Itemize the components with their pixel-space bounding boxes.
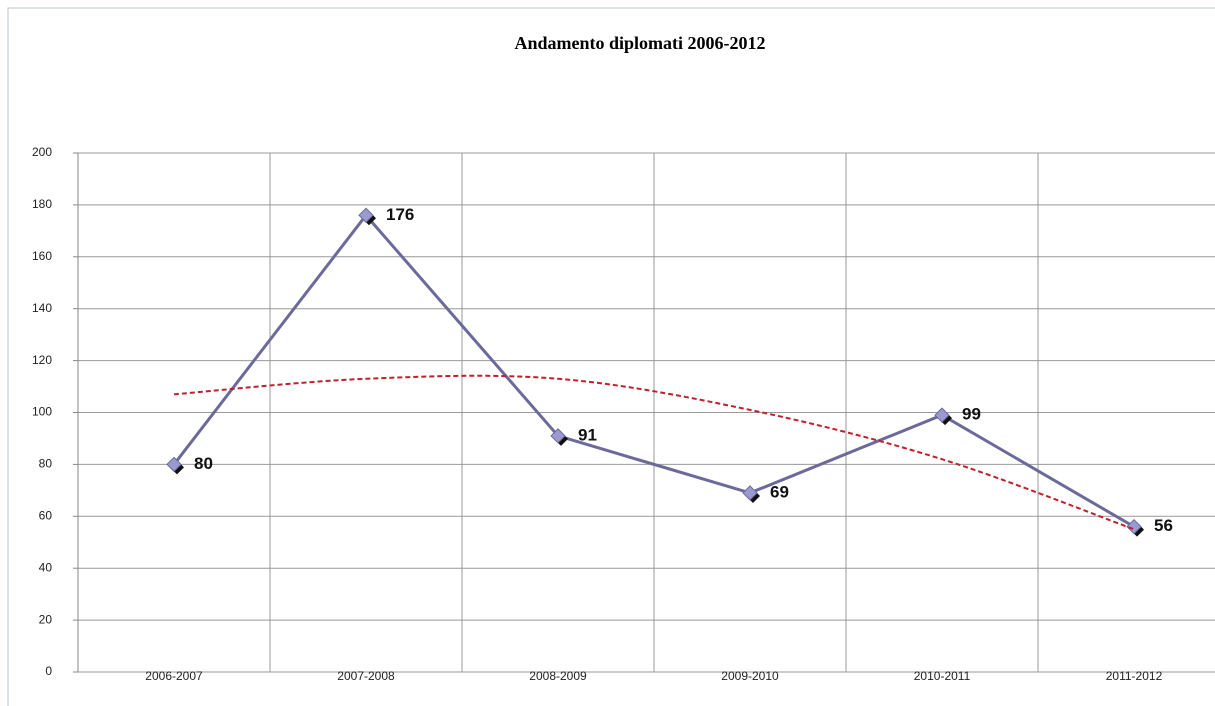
y-tick-label: 120 bbox=[32, 353, 52, 367]
x-tick-label: 2011-2012 bbox=[1106, 669, 1163, 683]
data-label: 69 bbox=[770, 482, 789, 501]
marker bbox=[742, 485, 758, 501]
data-label: 99 bbox=[962, 405, 981, 424]
x-tick-label: 2008-2009 bbox=[529, 669, 587, 683]
chart-title: Andamento diplomati 2006-2012 bbox=[514, 33, 765, 53]
series-line bbox=[172, 212, 1135, 528]
x-tick-label: 2009-2010 bbox=[721, 669, 779, 683]
y-tick-label: 180 bbox=[32, 197, 52, 211]
marker bbox=[358, 207, 374, 223]
y-tick-label: 100 bbox=[32, 405, 52, 419]
y-tick-label: 60 bbox=[39, 508, 53, 522]
x-tick-label: 2006-2007 bbox=[145, 669, 203, 683]
y-tick-label: 160 bbox=[32, 249, 52, 263]
marker bbox=[934, 407, 950, 423]
x-tick-label: 2010-2011 bbox=[914, 669, 971, 683]
data-label: 176 bbox=[386, 205, 414, 224]
y-tick-label: 140 bbox=[32, 301, 52, 315]
y-tick-label: 0 bbox=[45, 664, 52, 678]
y-tick-label: 200 bbox=[32, 145, 52, 159]
y-tick-label: 20 bbox=[39, 612, 53, 626]
marker bbox=[1126, 518, 1142, 535]
trend-line bbox=[173, 374, 1135, 531]
data-label: 80 bbox=[194, 454, 213, 473]
x-tick-label: 2007-2008 bbox=[337, 669, 395, 683]
chart-frame bbox=[7, 7, 1215, 706]
marker bbox=[166, 456, 182, 473]
data-label: 91 bbox=[578, 425, 597, 444]
y-tick-label: 40 bbox=[39, 560, 53, 574]
marker bbox=[550, 428, 566, 444]
data-label: 56 bbox=[1154, 516, 1173, 535]
y-tick-label: 80 bbox=[39, 457, 53, 471]
